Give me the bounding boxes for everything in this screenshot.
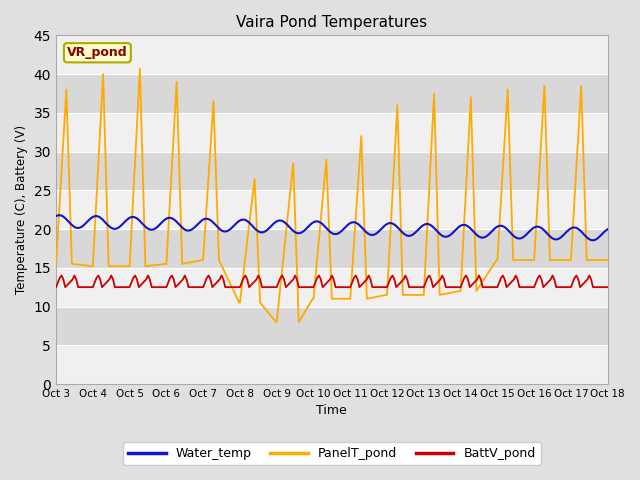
Text: VR_pond: VR_pond	[67, 46, 128, 59]
Bar	[56, 152, 608, 190]
Bar	[56, 345, 608, 384]
Y-axis label: Temperature (C), Battery (V): Temperature (C), Battery (V)	[15, 125, 28, 294]
Bar	[56, 268, 608, 307]
X-axis label: Time: Time	[317, 405, 348, 418]
Bar	[56, 36, 608, 74]
Bar	[56, 190, 608, 229]
Bar	[56, 74, 608, 113]
Bar	[56, 307, 608, 345]
Bar	[56, 113, 608, 152]
Legend: Water_temp, PanelT_pond, BattV_pond: Water_temp, PanelT_pond, BattV_pond	[123, 442, 541, 465]
Title: Vaira Pond Temperatures: Vaira Pond Temperatures	[236, 15, 428, 30]
Bar	[56, 229, 608, 268]
